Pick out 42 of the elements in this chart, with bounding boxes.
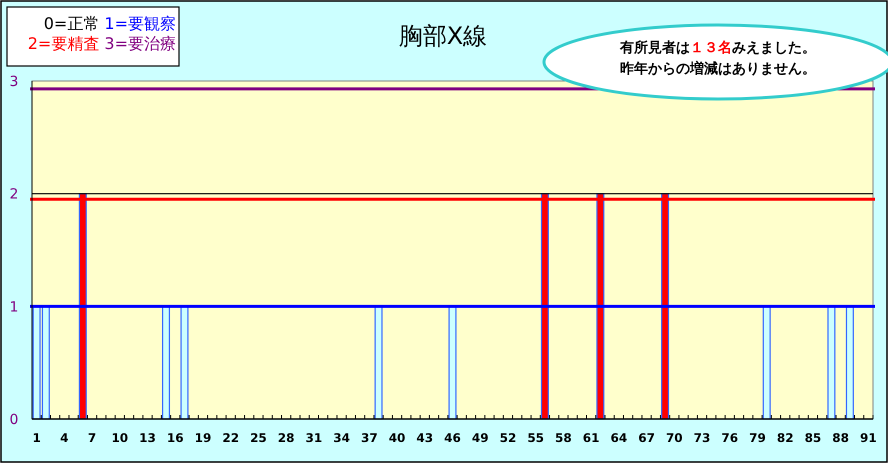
x-tick-label: 61 xyxy=(582,431,600,445)
x-tick-label: 49 xyxy=(472,431,489,445)
x-tick-label: 70 xyxy=(666,431,683,445)
x-tick-label: 55 xyxy=(527,431,544,445)
x-tick-label: 82 xyxy=(776,431,794,445)
x-tick-label: 28 xyxy=(278,431,294,445)
chart-title: 胸部X線 xyxy=(398,22,488,50)
x-tick-label: 31 xyxy=(306,431,322,445)
text: 昨年からの増減はありません。 xyxy=(620,60,816,77)
y-tick-label: 1 xyxy=(10,299,18,316)
x-tick-label: 40 xyxy=(388,431,406,445)
x-tick-label: 76 xyxy=(721,431,738,445)
x-tick-label: 13 xyxy=(139,431,156,445)
text: 1=要観察 xyxy=(99,14,176,33)
x-tick-label: 37 xyxy=(360,431,378,445)
x-tick-label: 19 xyxy=(194,431,212,445)
x-tick-label: 22 xyxy=(222,431,240,445)
x-tick-label: 46 xyxy=(444,431,461,445)
x-tick-label: 25 xyxy=(250,431,267,445)
y-tick-label: 3 xyxy=(10,74,18,90)
x-tick-label: 73 xyxy=(694,431,710,445)
x-tick-label: 88 xyxy=(832,431,850,445)
x-tick-label: 4 xyxy=(60,431,69,445)
x-tick-label: 43 xyxy=(416,431,434,445)
y-tick-label: 0 xyxy=(10,412,18,428)
x-tick-label: 58 xyxy=(555,431,572,445)
x-tick-label: 16 xyxy=(166,431,184,445)
x-tick-label: 91 xyxy=(860,431,877,445)
y-tick-label: 2 xyxy=(10,186,18,203)
x-tick-label: 52 xyxy=(500,431,516,445)
x-tick-label: 67 xyxy=(638,431,655,445)
text: 0=正常 xyxy=(44,14,100,33)
text: 2=要精査 xyxy=(28,34,100,53)
x-tick-label: 85 xyxy=(804,431,822,445)
x-tick-label: 64 xyxy=(610,431,628,445)
text: 3=要治療 xyxy=(99,34,176,53)
text: 有所見者は１３名みえました。 xyxy=(619,40,816,56)
x-tick-label: 34 xyxy=(333,431,350,445)
x-tick-label: 1 xyxy=(32,431,41,445)
x-tick-label: 79 xyxy=(749,431,766,445)
x-tick-label: 10 xyxy=(111,431,128,445)
x-tick-label: 7 xyxy=(88,431,96,445)
